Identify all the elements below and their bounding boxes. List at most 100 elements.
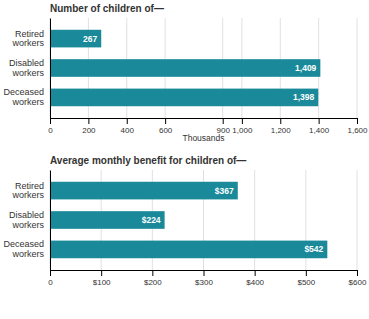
x-tick-label: 400 xyxy=(121,126,135,135)
data-label: 1,409 xyxy=(295,63,317,73)
y-tick: Retiredworkers xyxy=(11,29,50,49)
grid-line xyxy=(50,18,51,118)
x-tick-label: 0 xyxy=(48,126,53,135)
y-tick-label-line: workers xyxy=(11,249,44,259)
x-tick-mark xyxy=(280,118,281,124)
y-tick: Disabledworkers xyxy=(9,58,50,78)
title: Average monthly benefit for children of— xyxy=(50,155,246,166)
x-tick: 400 xyxy=(121,118,135,135)
y-tick-label-line: workers xyxy=(11,190,44,200)
y-tick-label-line: Disabled xyxy=(9,58,44,68)
panel: 02004006009001,0001,2001,4001,600Retired… xyxy=(3,18,368,135)
x-tick-mark xyxy=(357,270,358,276)
x-tick-label: 1,200 xyxy=(271,126,292,135)
y-tick-label: Retiredworkers xyxy=(11,29,44,49)
data-label: $542 xyxy=(304,244,323,254)
x-tick: $200 xyxy=(144,270,162,287)
y-tick-label-line: Deceased xyxy=(3,87,44,97)
data-label: 267 xyxy=(83,34,97,44)
y-axis: RetiredworkersDisabledworkersDeceasedwor… xyxy=(3,19,50,119)
x-tick-label: 1,400 xyxy=(309,126,330,135)
y-tick-label-line: Retired xyxy=(15,29,44,39)
grid-line xyxy=(357,18,358,118)
x-tick: 600 xyxy=(159,118,173,135)
chart-svg: 02004006009001,0001,2001,4001,600Retired… xyxy=(0,0,369,319)
x-tick-mark xyxy=(127,118,128,124)
x-tick: 1,400 xyxy=(309,118,330,135)
x-tick-label: 1,600 xyxy=(347,126,368,135)
x-tick-mark xyxy=(165,118,166,124)
bar xyxy=(50,211,165,229)
data-label: 1,398 xyxy=(293,92,315,102)
x-tick-mark xyxy=(50,118,51,124)
y-tick-label-line: Retired xyxy=(15,181,44,191)
y-tick: Deceasedworkers xyxy=(3,239,50,259)
x-tick-mark xyxy=(242,118,243,124)
x-tick-mark xyxy=(152,270,153,276)
bars xyxy=(50,30,320,106)
y-tick: Retiredworkers xyxy=(11,181,50,201)
y-axis-line xyxy=(50,19,51,119)
x-tick: 1,600 xyxy=(347,118,368,135)
bar xyxy=(50,30,101,48)
grid xyxy=(50,18,357,118)
data-labels: $367 $224 $542 xyxy=(142,186,324,255)
y-tick-label-line: workers xyxy=(11,220,44,230)
data-label: $224 xyxy=(142,215,161,225)
x-tick-label: 0 xyxy=(48,278,53,287)
y-axis: RetiredworkersDisabledworkersDeceasedwor… xyxy=(3,171,50,271)
x-tick: $300 xyxy=(195,270,213,287)
y-tick-label: Retiredworkers xyxy=(11,181,44,201)
x-tick-label: $200 xyxy=(144,278,162,287)
x-tick-mark xyxy=(319,118,320,124)
y-tick-label-line: workers xyxy=(11,97,44,107)
x-tick-mark xyxy=(101,270,102,276)
x-tick-label: $600 xyxy=(349,278,367,287)
grid-line xyxy=(50,170,51,270)
bar xyxy=(50,182,238,200)
grid-line xyxy=(357,170,358,270)
x-tick: 0 xyxy=(48,270,53,287)
data-label: $367 xyxy=(215,186,234,196)
x-tick: 1,000 xyxy=(232,118,253,135)
x-tick-label: $500 xyxy=(297,278,315,287)
x-tick: 200 xyxy=(82,118,96,135)
x-tick-label: 200 xyxy=(82,126,96,135)
x-tick-mark xyxy=(357,118,358,124)
y-axis-line xyxy=(50,171,51,271)
y-tick-label-line: Deceased xyxy=(3,239,44,249)
y-tick-label-line: Disabled xyxy=(9,210,44,220)
x-tick-mark xyxy=(255,270,256,276)
y-tick-label: Deceasedworkers xyxy=(3,87,44,107)
x-tick-label: 1,000 xyxy=(232,126,253,135)
y-tick-label: Deceasedworkers xyxy=(3,239,44,259)
y-tick-label: Disabledworkers xyxy=(9,210,45,230)
x-tick-label: $400 xyxy=(246,278,264,287)
y-tick-label-line: workers xyxy=(11,68,44,78)
y-tick: Disabledworkers xyxy=(9,210,50,230)
x-axis-line xyxy=(51,118,358,119)
title: Number of children of— xyxy=(50,3,164,14)
x-tick: 0 xyxy=(48,118,53,135)
bars xyxy=(50,182,327,258)
x-tick-label: $100 xyxy=(93,278,111,287)
y-tick-label-line: workers xyxy=(11,38,44,48)
panel: 0$100$200$300$400$500$600RetiredworkersD… xyxy=(3,170,366,287)
x-axis: 0 $100 $200 $300 $400 $500 $600 xyxy=(48,270,367,287)
bar xyxy=(50,89,318,107)
x-tick-mark xyxy=(306,270,307,276)
x-tick: $500 xyxy=(297,270,315,287)
x-tick-label: 600 xyxy=(159,126,173,135)
x-tick-label: $300 xyxy=(195,278,213,287)
x-tick: $100 xyxy=(93,270,111,287)
grid xyxy=(50,170,357,270)
bar xyxy=(50,241,327,259)
bar xyxy=(50,59,320,77)
x-tick-mark xyxy=(50,270,51,276)
x-tick: $400 xyxy=(246,270,264,287)
x-axis-title: Thousands xyxy=(182,133,224,143)
y-tick-label: Disabledworkers xyxy=(9,58,45,78)
x-tick: 1,200 xyxy=(271,118,292,135)
x-tick-mark xyxy=(88,118,89,124)
x-tick-mark xyxy=(204,270,205,276)
